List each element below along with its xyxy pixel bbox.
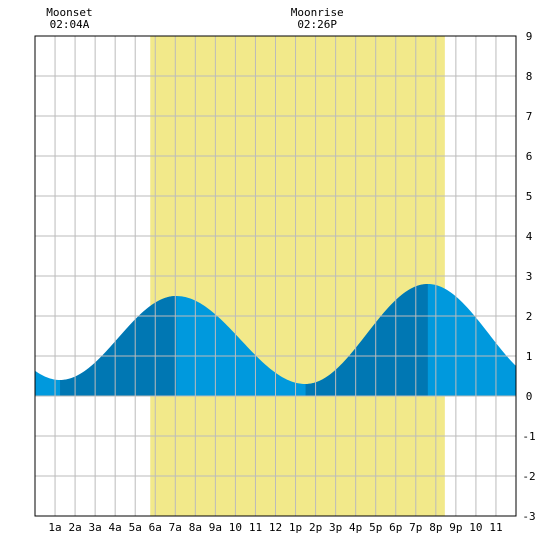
x-tick-label: 9a [209,521,222,534]
tide-area-dark-band [60,296,177,396]
y-tick-label: 6 [526,150,533,163]
moonrise-label: Moonrise [291,6,344,19]
x-tick-label: 6a [149,521,162,534]
moonset-time: 02:04A [50,18,90,31]
y-tick-label: 0 [526,390,533,403]
moonset-label: Moonset [46,6,92,19]
frame-layer [34,35,517,517]
y-tick-label: 3 [526,270,533,283]
x-tick-label: 1a [48,521,61,534]
x-tick-label: 3a [89,521,102,534]
x-tick-label: 5a [129,521,142,534]
x-tick-label: 9p [449,521,462,534]
y-tick-label: 7 [526,110,533,123]
x-tick-label: 5p [369,521,382,534]
x-tick-label: 4p [349,521,362,534]
x-tick-label: 10 [229,521,242,534]
x-tick-label: 4a [109,521,122,534]
x-tick-label: 12 [269,521,282,534]
tide-area-dark-band [305,284,428,396]
x-tick-label: 3p [329,521,342,534]
y-tick-label: 1 [526,350,533,363]
plot-frame [34,35,517,517]
x-tick-label: 2p [309,521,322,534]
y-tick-label: 8 [526,70,533,83]
y-tick-label: -1 [522,430,535,443]
x-tick-label: 8a [189,521,202,534]
x-tick-label: 2a [68,521,81,534]
moonrise-time: 02:26P [297,18,337,31]
y-tick-label: 9 [526,30,533,43]
x-tick-label: 11 [249,521,262,534]
x-tick-label: 8p [429,521,442,534]
grid-layer [35,36,516,516]
y-tick-label: -3 [522,510,535,523]
x-tick-label: 6p [389,521,402,534]
x-tick-label: 7a [169,521,182,534]
x-tick-label: 1p [289,521,302,534]
x-tick-label: 7p [409,521,422,534]
x-tick-label: 10 [469,521,482,534]
y-tick-label: -2 [522,470,535,483]
y-tick-label: 2 [526,310,533,323]
y-tick-label: 5 [526,190,533,203]
x-tick-label: 11 [489,521,502,534]
y-tick-label: 4 [526,230,533,243]
